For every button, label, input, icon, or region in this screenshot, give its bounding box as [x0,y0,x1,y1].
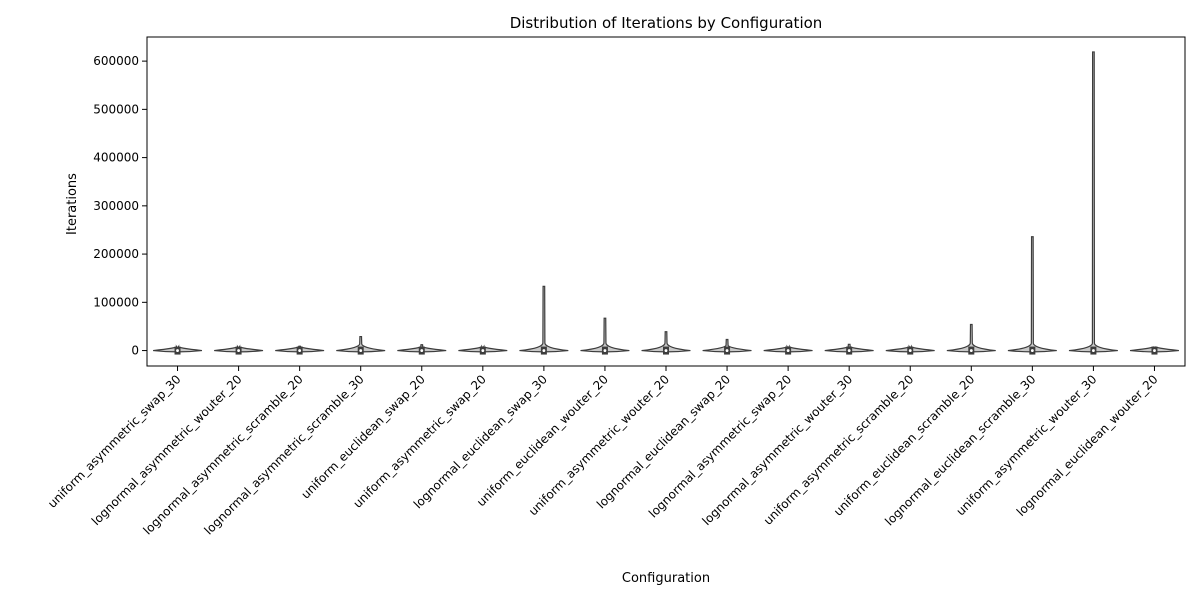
violin-median [969,349,973,352]
y-axis-label: Iterations [65,173,80,235]
violin-body [1007,236,1057,353]
x-tick-label: uniform_asymmetric_swap_20 [350,372,489,511]
violin-median [847,349,851,352]
violin-median [1030,349,1034,352]
violin-median [786,349,790,352]
violin-median [359,349,363,352]
y-axis: 0 100000 200000 300000 400000 500000 600000 [93,54,147,358]
violin-median [481,349,485,352]
y-tick-label: 0 [131,344,139,358]
y-tick-label: 200000 [93,247,139,261]
x-axis-label: Configuration [622,571,710,586]
x-tick-label: uniform_euclidean_swap_20 [298,372,427,501]
x-tick-label: uniform_asymmetric_swap_30 [45,372,184,511]
x-axis: uniform_asymmetric_swap_30lognormal_asym… [45,366,1161,538]
violin-median [176,349,179,352]
violin-body [580,317,630,353]
plot-frame [146,36,1186,367]
violin-median [603,349,607,352]
violin-body [519,285,569,353]
violin-median [237,349,240,352]
violin-median [908,349,912,352]
violin-body [336,335,386,353]
violin-body [946,323,996,353]
x-tick-label: lognormal_euclidean_swap_20 [594,372,733,511]
y-tick-label: 500000 [93,102,139,116]
y-tick-label: 600000 [93,54,139,68]
violin-body [1068,51,1118,353]
violin-median [1153,349,1156,352]
violin-median [725,349,729,352]
violin-body [641,331,691,353]
violin-median [420,349,424,352]
y-tick-label: 300000 [93,199,139,213]
chart-title: Distribution of Iterations by Configurat… [510,14,823,32]
violin-median [298,349,302,352]
violin-median [542,349,546,352]
x-tick-label: lognormal_euclidean_swap_30 [411,372,550,511]
violin-median [664,349,668,352]
violin-median [1092,349,1095,352]
violins-layer [153,51,1179,355]
x-tick-label: uniform_euclidean_wouter_20 [474,372,611,509]
y-tick-label: 100000 [93,295,139,309]
y-tick-label: 400000 [93,151,139,165]
